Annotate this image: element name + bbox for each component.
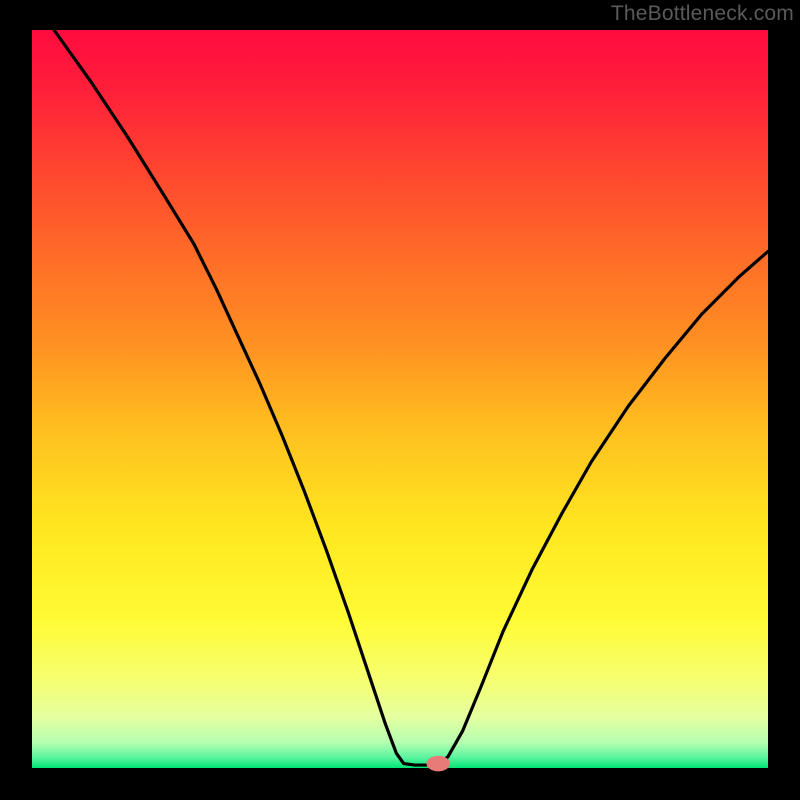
optimal-marker <box>426 756 450 771</box>
watermark-label: TheBottleneck.com <box>611 2 794 26</box>
plot-background <box>32 30 768 768</box>
plot-svg <box>0 0 800 800</box>
bottleneck-chart: TheBottleneck.com <box>0 0 800 800</box>
